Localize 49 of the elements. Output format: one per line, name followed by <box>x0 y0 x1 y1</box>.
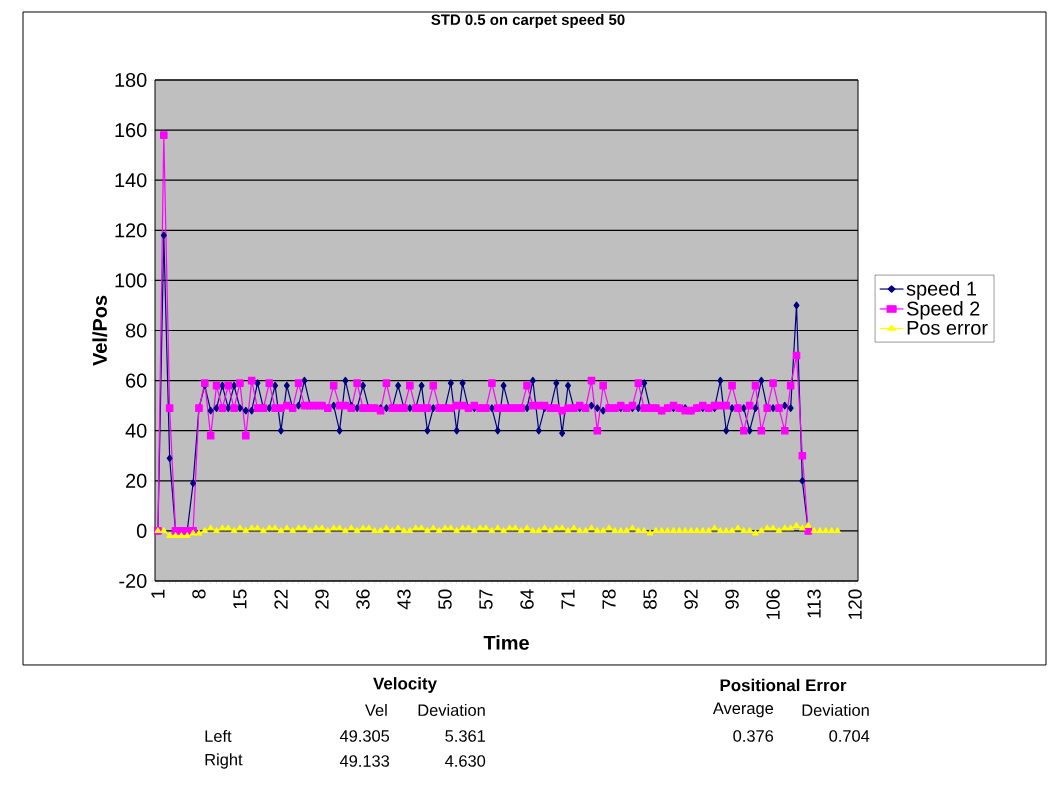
text: Velocity <box>373 677 437 693</box>
x-tick-label: 120 <box>848 589 862 619</box>
x-tick-label: 85 <box>643 589 657 609</box>
text: 49.305 <box>339 730 390 742</box>
y-tick-label: 20 <box>126 473 147 488</box>
text: Vel <box>365 703 387 717</box>
text: Right <box>205 753 243 769</box>
text: 49.133 <box>339 755 390 767</box>
text: 5.361 <box>445 730 485 742</box>
x-tick-label: 113 <box>807 589 821 618</box>
x-tick-label: 92 <box>684 589 698 609</box>
y-tick-label: 180 <box>115 72 147 88</box>
x-axis-title: Time <box>483 635 529 650</box>
x-tick-label: 99 <box>725 589 739 609</box>
legend-label: Speed 2 <box>906 300 980 320</box>
text: Positional Error <box>720 678 847 692</box>
text: 4.630 <box>445 755 486 767</box>
text: Deviation <box>418 703 485 717</box>
x-tick-label: 71 <box>561 589 575 609</box>
x-tick-label: 1 <box>151 589 165 598</box>
x-tick-label: 43 <box>397 589 411 610</box>
x-tick-label: 22 <box>274 589 288 609</box>
x-tick-label: 106 <box>766 589 780 619</box>
x-tick-label: 57 <box>479 589 493 610</box>
legend-label: Pos error <box>907 320 988 335</box>
x-tick-label: 64 <box>520 589 534 609</box>
y-tick-label: 160 <box>115 123 147 138</box>
x-tick-label: 29 <box>315 589 329 609</box>
y-tick-label: -20 <box>119 573 147 589</box>
legend-label: speed 1 <box>906 281 976 300</box>
y-tick-label: 0 <box>136 523 147 538</box>
text: 0.704 <box>829 730 870 742</box>
y-tick-label: 40 <box>125 423 147 438</box>
y-tick-label: 80 <box>125 323 147 338</box>
y-tick-label: 140 <box>115 173 147 188</box>
x-tick-label: 8 <box>192 589 206 599</box>
y-tick-label: 100 <box>115 273 147 288</box>
x-tick-label: 36 <box>356 589 370 610</box>
text: Deviation <box>802 703 869 717</box>
y-tick-label: 120 <box>115 223 147 238</box>
y-tick-label: 60 <box>126 373 147 388</box>
text: Average <box>712 702 774 718</box>
x-tick-label: 50 <box>438 589 452 610</box>
x-tick-label: 15 <box>233 589 247 609</box>
y-axis-title: Vel/Pos <box>92 295 108 366</box>
chart-title: STD 0.5 on carpet speed 50 <box>431 14 625 28</box>
text: 0.376 <box>733 730 774 742</box>
x-tick-label: 78 <box>602 589 616 609</box>
text: Left <box>205 729 232 743</box>
